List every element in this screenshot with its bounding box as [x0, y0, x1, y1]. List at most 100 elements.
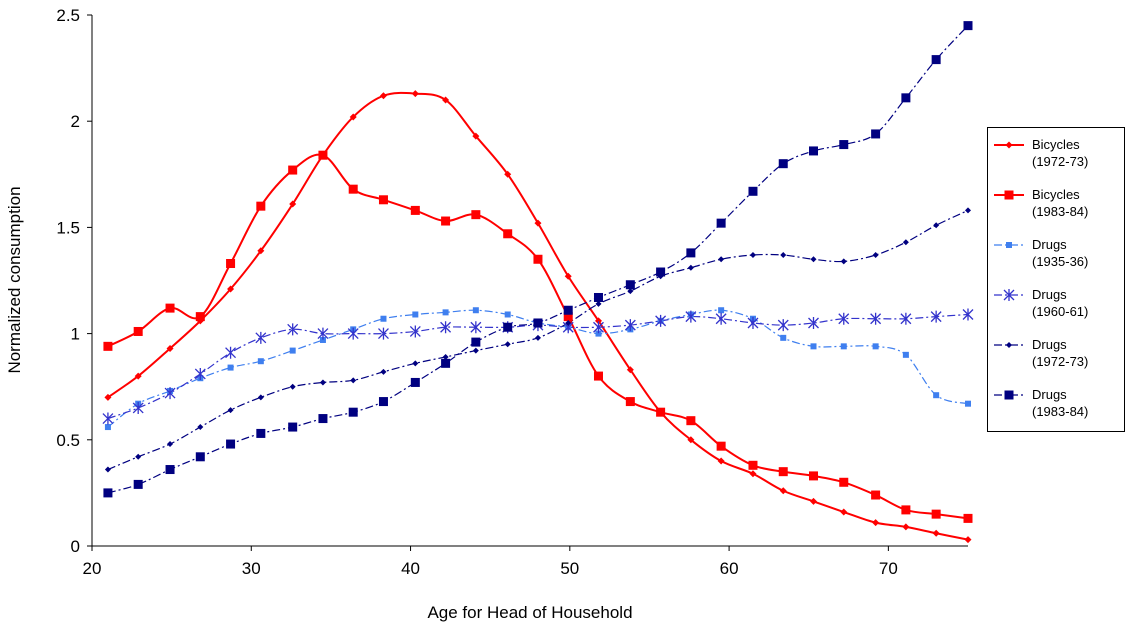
- legend-label: Drugs (1983-84): [1032, 387, 1089, 419]
- marker: [410, 377, 420, 387]
- marker: [840, 343, 847, 350]
- marker: [133, 326, 143, 336]
- marker: [1004, 190, 1014, 200]
- marker: [593, 371, 603, 381]
- marker: [625, 280, 635, 290]
- marker: [227, 285, 235, 293]
- marker: [685, 310, 697, 323]
- marker: [870, 312, 882, 325]
- marker: [780, 334, 787, 341]
- marker: [442, 353, 449, 360]
- legend-swatch: [994, 342, 1024, 348]
- marker: [226, 439, 236, 449]
- marker: [349, 113, 357, 121]
- marker: [715, 312, 727, 325]
- marker: [931, 509, 941, 519]
- marker: [256, 428, 266, 438]
- marker: [900, 312, 912, 325]
- marker: [902, 239, 909, 246]
- marker: [686, 248, 696, 258]
- marker: [104, 424, 111, 431]
- y-tick-label: 2.5: [56, 6, 80, 25]
- marker: [533, 254, 543, 264]
- marker: [748, 460, 758, 470]
- marker: [931, 55, 941, 65]
- marker: [411, 90, 419, 98]
- marker: [504, 341, 511, 348]
- marker: [441, 358, 451, 368]
- marker: [317, 327, 329, 340]
- marker: [104, 466, 111, 473]
- marker: [288, 165, 298, 175]
- x-tick-label: 20: [83, 559, 102, 578]
- marker: [350, 377, 357, 384]
- marker: [840, 508, 848, 516]
- marker: [470, 321, 482, 334]
- marker: [902, 523, 910, 531]
- marker: [104, 393, 112, 401]
- y-tick-label: 1: [71, 325, 80, 344]
- marker: [289, 200, 297, 208]
- legend-label: Drugs (1935-36): [1032, 237, 1089, 269]
- legend-entry: Drugs (1960-61): [988, 278, 1124, 328]
- x-tick-label: 70: [879, 559, 898, 578]
- marker: [748, 186, 758, 196]
- marker: [103, 488, 113, 498]
- marker: [442, 96, 450, 104]
- marker: [135, 453, 142, 460]
- marker: [871, 129, 881, 139]
- marker: [838, 312, 850, 325]
- marker: [412, 360, 419, 367]
- marker: [533, 318, 543, 328]
- legend-label: Bicycles (1972-73): [1032, 137, 1089, 169]
- marker: [380, 315, 387, 322]
- y-tick-label: 1.5: [56, 218, 80, 237]
- marker: [779, 487, 787, 495]
- legend-entry: Drugs (1972-73): [988, 328, 1124, 378]
- marker: [716, 218, 726, 228]
- marker: [686, 416, 696, 426]
- marker: [289, 383, 296, 390]
- marker: [257, 394, 264, 401]
- marker: [288, 422, 298, 432]
- marker: [656, 407, 666, 417]
- marker: [595, 330, 602, 337]
- x-axis-title: Age for Head of Household: [427, 603, 632, 622]
- marker: [504, 311, 511, 318]
- marker: [503, 229, 513, 239]
- marker: [133, 479, 143, 489]
- marker: [872, 252, 879, 259]
- marker: [687, 264, 694, 271]
- marker: [318, 414, 328, 424]
- x-tick-label: 30: [242, 559, 261, 578]
- marker: [319, 336, 326, 343]
- marker: [441, 216, 451, 226]
- marker: [380, 368, 387, 375]
- marker: [901, 93, 911, 103]
- marker: [409, 325, 421, 338]
- marker: [810, 497, 818, 505]
- legend-swatch: [994, 289, 1024, 301]
- marker: [810, 256, 817, 263]
- marker: [718, 307, 725, 314]
- marker: [227, 364, 234, 371]
- legend: Bicycles (1972-73) Bicycles (1983-84) Drug…: [987, 127, 1125, 432]
- legend-label: Bicycles (1983-84): [1032, 187, 1089, 219]
- marker: [442, 309, 449, 316]
- marker: [289, 347, 296, 354]
- marker: [933, 392, 940, 399]
- marker: [1006, 242, 1012, 248]
- x-tick-label: 40: [401, 559, 420, 578]
- marker: [564, 272, 572, 280]
- marker: [102, 412, 114, 425]
- marker: [534, 334, 541, 341]
- marker: [440, 321, 452, 334]
- legend-entry: Drugs (1935-36): [988, 228, 1124, 278]
- marker: [167, 441, 174, 448]
- series-line: [107, 91, 969, 541]
- marker: [718, 256, 725, 263]
- marker: [963, 513, 973, 523]
- marker: [930, 310, 942, 323]
- legend-swatch: [994, 242, 1024, 248]
